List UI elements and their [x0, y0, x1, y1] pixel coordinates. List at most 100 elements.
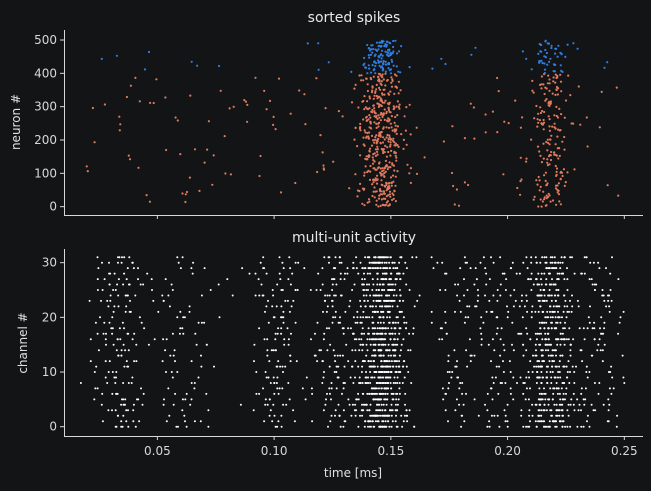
mua-spike-point	[199, 420, 202, 423]
sorted-spike-point	[546, 149, 549, 152]
sorted-spike-point	[549, 102, 552, 105]
mua-spike-point	[366, 299, 369, 302]
sorted-spike-point	[519, 126, 523, 129]
mua-spike-point	[342, 425, 345, 428]
sorted-spike-point	[564, 99, 568, 102]
mua-spike-point	[114, 409, 117, 412]
mua-spike-point	[349, 327, 352, 330]
mua-spike-point	[369, 272, 372, 275]
top-title: sorted spikes	[308, 10, 401, 26]
mua-spike-point	[473, 283, 476, 286]
mua-spike-point	[553, 420, 556, 423]
sorted-spike-point	[387, 103, 391, 106]
mua-spike-point	[448, 382, 450, 384]
mua-spike-point	[125, 305, 128, 308]
mua-spike-point	[277, 420, 280, 423]
mua-spike-point	[365, 403, 368, 406]
sorted-spike-point	[373, 186, 376, 189]
sorted-spike-point	[387, 120, 390, 123]
mua-spike-point	[140, 387, 142, 390]
mua-spike-point	[343, 278, 346, 281]
sorted-spike-point	[367, 64, 370, 67]
sorted-spike-point	[360, 79, 363, 82]
mua-spike-point	[337, 365, 340, 368]
mua-spike-point	[476, 289, 479, 291]
mua-spike-point	[387, 283, 390, 286]
sorted-spike-point	[366, 43, 369, 47]
sorted-spike-point	[357, 106, 360, 109]
mua-spike-point	[557, 294, 560, 297]
mua-spike-point	[398, 310, 401, 313]
mua-spike-point	[371, 354, 374, 357]
sorted-spike-point	[359, 182, 362, 185]
mua-spike-point	[346, 272, 349, 275]
mua-spike-point	[361, 343, 364, 346]
mua-spike-point	[509, 387, 512, 390]
mua-spike-point	[441, 387, 444, 390]
sorted-spike-point	[390, 181, 393, 184]
mua-spike-point	[397, 371, 400, 373]
sorted-spike-point	[406, 163, 409, 166]
sorted-spike-point	[543, 110, 546, 114]
mua-spike-point	[554, 267, 557, 270]
mua-spike-point	[127, 365, 130, 368]
mua-spike-point	[453, 349, 456, 352]
mua-spike-point	[356, 321, 359, 324]
mua-spike-point	[111, 409, 113, 412]
mua-spike-point	[441, 338, 444, 341]
sorted-spike-point	[491, 110, 494, 113]
mua-spike-point	[355, 398, 358, 401]
mua-spike-point	[563, 256, 566, 259]
sorted-spike-point	[383, 175, 386, 178]
sorted-spike-point	[398, 107, 401, 110]
sorted-spike-point	[350, 70, 353, 73]
mua-spike-point	[377, 294, 380, 297]
sorted-spike-point	[542, 190, 545, 193]
sorted-spike-point	[444, 62, 447, 66]
mua-spike-point	[331, 305, 334, 308]
mua-spike-point	[607, 299, 610, 302]
mua-spike-point	[545, 409, 548, 412]
mua-spike-point	[561, 316, 563, 319]
sorted-spike-point	[561, 140, 564, 143]
mua-spike-point	[442, 398, 445, 401]
mua-spike-point	[491, 398, 494, 401]
sorted-spike-point	[377, 197, 381, 200]
sorted-spike-point	[554, 81, 557, 84]
sorted-spike-point	[368, 95, 371, 98]
sorted-spike-point	[219, 89, 222, 92]
mua-spike-point	[611, 256, 613, 259]
sorted-spike-point	[368, 131, 371, 134]
mua-spike-point	[349, 299, 352, 302]
mua-spike-point	[582, 425, 585, 428]
mua-spike-point	[363, 278, 366, 281]
mua-spike-point	[357, 425, 360, 428]
mua-spike-point	[542, 360, 545, 363]
sorted-spike-point	[415, 172, 419, 175]
mua-spike-point	[203, 321, 206, 324]
mua-spike-point	[554, 420, 557, 423]
sorted-spike-point	[207, 120, 210, 123]
mua-spike-point	[399, 256, 402, 259]
mua-spike-point	[583, 272, 586, 275]
sorted-spike-point	[393, 121, 396, 124]
mua-spike-point	[176, 256, 179, 259]
mua-spike-point	[393, 338, 396, 341]
mua-spike-point	[373, 371, 376, 373]
sorted-spike-point	[387, 126, 391, 129]
mua-spike-point	[152, 299, 155, 302]
sorted-spike-point	[542, 118, 545, 122]
mua-spike-point	[266, 403, 269, 406]
sorted-spike-point	[555, 76, 558, 80]
sorted-spike-point	[541, 200, 545, 203]
mua-spike-point	[95, 365, 98, 368]
sorted-spike-point	[390, 85, 394, 88]
mua-spike-point	[381, 332, 384, 335]
mua-spike-point	[108, 283, 111, 286]
mua-spike-point	[528, 376, 531, 379]
mua-spike-point	[531, 371, 534, 373]
sorted-spike-point	[383, 108, 386, 111]
mua-spike-point	[594, 289, 596, 291]
sorted-spike-point	[579, 123, 582, 126]
sorted-spike-point	[384, 99, 387, 102]
